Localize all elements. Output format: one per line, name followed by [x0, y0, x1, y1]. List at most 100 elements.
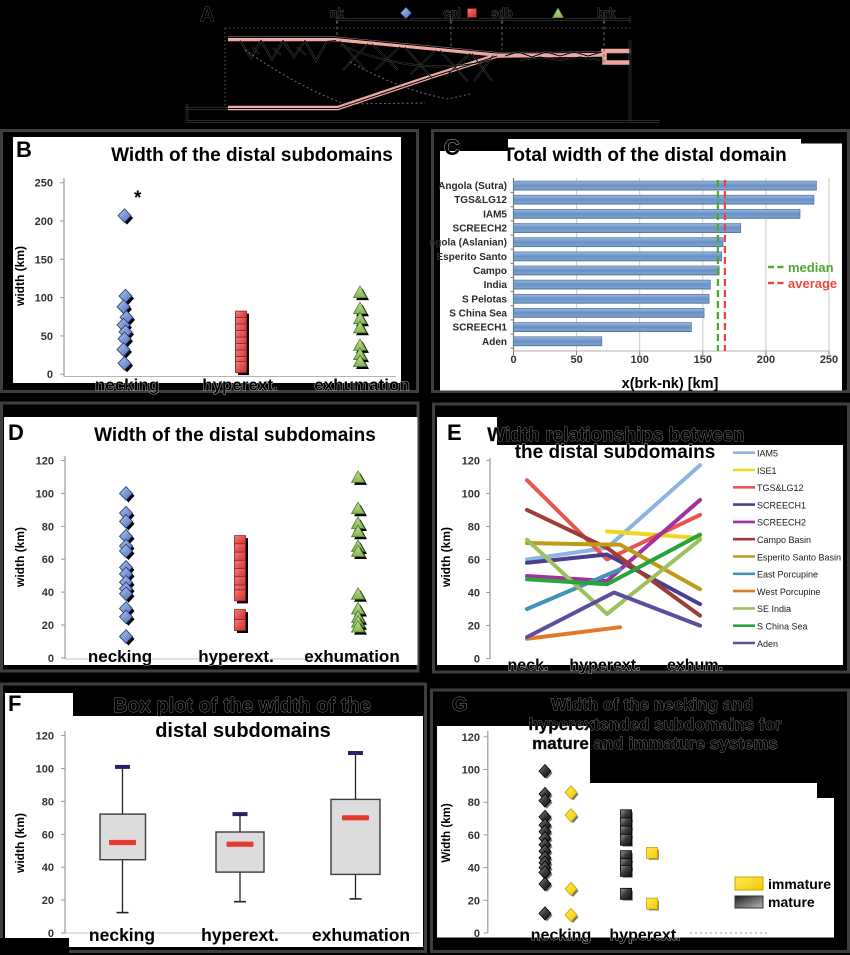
svg-text:40: 40	[42, 587, 54, 599]
svg-text:SCREECH2: SCREECH2	[453, 224, 508, 235]
svg-text:SCREECH1: SCREECH1	[453, 323, 508, 334]
svg-text:120: 120	[462, 732, 480, 744]
svg-text:0: 0	[510, 354, 516, 366]
svg-text:0: 0	[474, 928, 480, 940]
svg-text:50: 50	[41, 331, 53, 343]
svg-text:20: 20	[42, 895, 54, 907]
svg-text:20: 20	[42, 620, 54, 632]
svg-text:0: 0	[47, 369, 53, 381]
svg-text:80: 80	[42, 521, 54, 533]
svg-text:exhumation: exhumation	[312, 925, 410, 945]
svg-text:A: A	[200, 4, 214, 26]
svg-text:Width (km): Width (km)	[441, 803, 453, 862]
svg-text:80: 80	[468, 522, 480, 534]
svg-text:necking: necking	[89, 925, 155, 945]
svg-text:necking: necking	[531, 927, 591, 944]
svg-text:SCREECH1: SCREECH1	[757, 500, 806, 510]
svg-text:sdb: sdb	[491, 6, 512, 20]
svg-text:250: 250	[35, 178, 53, 190]
svg-text:Width of the distal subdomains: Width of the distal subdomains	[111, 145, 393, 166]
svg-text:TGS&LG12: TGS&LG12	[757, 483, 804, 493]
svg-text:0: 0	[48, 653, 54, 665]
svg-text:distal subdomains: distal subdomains	[155, 720, 331, 742]
svg-text:Width of the distal subdomains: Width of the distal subdomains	[94, 425, 376, 446]
svg-text:200: 200	[757, 354, 775, 366]
svg-text:Width relationships between: Width relationships between	[487, 425, 744, 446]
svg-text:40: 40	[42, 862, 54, 874]
svg-text:hyperext.: hyperext.	[201, 925, 279, 945]
svg-text:0: 0	[474, 654, 480, 666]
svg-text:hyperext.: hyperext.	[609, 927, 680, 944]
svg-text:50: 50	[570, 354, 582, 366]
svg-text:120: 120	[462, 455, 480, 467]
svg-text:hyperext.: hyperext.	[569, 657, 640, 674]
svg-text:Campo Basin: Campo Basin	[757, 535, 811, 545]
svg-text:150: 150	[35, 254, 53, 266]
svg-text:exhumation: exhumation	[304, 647, 399, 666]
svg-text:IAM5: IAM5	[483, 209, 507, 220]
svg-text:SE India: SE India	[757, 604, 791, 614]
svg-text:40: 40	[468, 588, 480, 600]
svg-text:mature and immature systems: mature and immature systems	[532, 734, 778, 753]
svg-text:India: India	[484, 280, 508, 291]
svg-text:200: 200	[35, 216, 53, 228]
svg-text:G: G	[452, 694, 468, 716]
svg-text:immature: immature	[768, 876, 831, 892]
svg-text:SCREECH2: SCREECH2	[757, 518, 806, 528]
svg-text:40: 40	[468, 863, 480, 875]
svg-text:100: 100	[36, 764, 54, 776]
svg-text:Angola (Sutra): Angola (Sutra)	[438, 181, 507, 192]
svg-text:60: 60	[468, 830, 480, 842]
svg-text:250: 250	[820, 354, 838, 366]
svg-text:0: 0	[48, 928, 54, 940]
svg-text:60: 60	[468, 555, 480, 567]
svg-text:ISE1: ISE1	[757, 466, 777, 476]
svg-text:C: C	[444, 135, 460, 160]
svg-text:60: 60	[42, 829, 54, 841]
svg-text:100: 100	[631, 354, 649, 366]
svg-text:100: 100	[36, 488, 54, 500]
svg-text:width (km): width (km)	[13, 813, 27, 874]
svg-text:E: E	[447, 420, 462, 445]
svg-text:exhum.: exhum.	[667, 657, 723, 674]
svg-text:average: average	[788, 276, 837, 291]
svg-text:150: 150	[694, 354, 712, 366]
svg-text:60: 60	[42, 554, 54, 566]
svg-text:exhumation: exhumation	[314, 376, 409, 395]
svg-text:the distal subdomains: the distal subdomains	[515, 442, 716, 463]
svg-text:width (km): width (km)	[13, 246, 27, 307]
svg-text:median: median	[788, 260, 834, 275]
svg-text:hyperext.: hyperext.	[202, 376, 278, 395]
svg-text:S China Sea: S China Sea	[757, 622, 808, 632]
svg-text:*: *	[134, 188, 142, 209]
svg-text:East Porcupine: East Porcupine	[757, 570, 818, 580]
svg-text:necking: necking	[88, 647, 152, 666]
svg-text:mature: mature	[768, 894, 815, 910]
svg-text:width (km): width (km)	[13, 527, 27, 588]
svg-text:TGS&LG12: TGS&LG12	[454, 195, 507, 206]
svg-text:neck.: neck.	[508, 657, 549, 674]
svg-text:Aden: Aden	[757, 639, 778, 649]
svg-text:100: 100	[462, 488, 480, 500]
svg-text:x(brk-nk) [km]: x(brk-nk) [km]	[622, 376, 719, 392]
svg-text:20: 20	[468, 895, 480, 907]
svg-text:Total width of the distal doma: Total width of the distal domain	[503, 145, 787, 166]
svg-text:Aden: Aden	[482, 337, 507, 348]
svg-text:cpl: cpl	[443, 6, 460, 20]
svg-text:20: 20	[468, 621, 480, 633]
svg-text:nk: nk	[330, 6, 344, 20]
svg-text:120: 120	[36, 731, 54, 743]
svg-text:West Porcupine: West Porcupine	[757, 587, 820, 597]
svg-text:F: F	[8, 691, 21, 716]
svg-text:brk: brk	[597, 6, 616, 20]
svg-text:Width of the necking and: Width of the necking and	[551, 695, 753, 714]
svg-text:hyperext.: hyperext.	[198, 647, 274, 666]
svg-text:80: 80	[468, 797, 480, 809]
svg-text:100: 100	[462, 765, 480, 777]
svg-text:IAM5: IAM5	[757, 449, 778, 459]
svg-text:hyperextended subdomains for: hyperextended subdomains for	[528, 715, 782, 734]
svg-text:120: 120	[36, 456, 54, 468]
svg-text:width (km): width (km)	[439, 527, 453, 588]
svg-text:Campo: Campo	[473, 266, 507, 277]
svg-text:B: B	[16, 137, 32, 162]
